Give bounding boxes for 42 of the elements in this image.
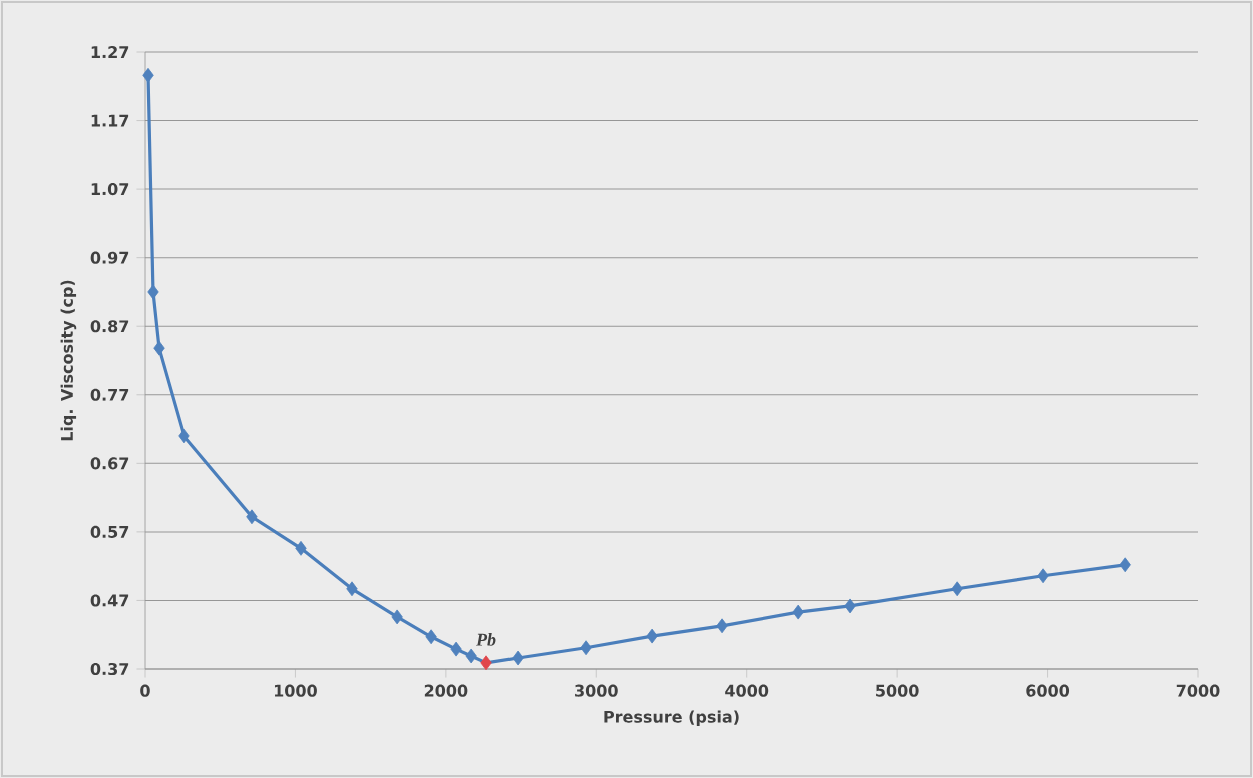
annotation: Pb — [476, 633, 496, 646]
y-tick-label: 1.27 — [91, 46, 129, 58]
point — [178, 428, 190, 444]
point — [1119, 557, 1131, 573]
point — [512, 650, 524, 666]
point — [580, 640, 592, 656]
y-tick-label: 0.67 — [90, 457, 129, 470]
y-tick-label: 0.37 — [90, 662, 129, 676]
point — [646, 628, 658, 644]
y-axis-title: Liq. Viscosity (cp) — [60, 280, 77, 441]
x-tick-label: 1000 — [274, 684, 317, 697]
point — [1037, 568, 1049, 584]
point — [465, 648, 477, 664]
x-tick-label: 5000 — [876, 684, 919, 697]
point — [246, 509, 258, 525]
x-axis-title: Pressure (psia) — [604, 710, 739, 726]
y-tick-label: 1.17 — [91, 114, 129, 127]
point — [142, 67, 154, 83]
x-tick-label: 4000 — [725, 684, 769, 697]
point — [295, 540, 307, 556]
point — [391, 609, 403, 625]
y-tick-label: 1.07 — [91, 183, 129, 196]
y-tick-label: 0.57 — [90, 525, 129, 538]
point — [153, 340, 165, 356]
point — [346, 581, 358, 597]
y-tick-label: 0.97 — [90, 251, 129, 264]
point — [425, 629, 437, 645]
y-tick-label: 0.47 — [90, 594, 129, 607]
y-tick-label: 0.87 — [90, 320, 129, 333]
y-tick-label: 0.77 — [90, 388, 129, 401]
x-tick-label: 3000 — [575, 684, 618, 697]
point — [792, 604, 804, 620]
point — [716, 618, 728, 634]
point — [844, 598, 856, 614]
x-tick-label: 7000 — [1176, 684, 1220, 697]
point — [147, 284, 159, 300]
x-tick-label: 0 — [140, 684, 150, 697]
point — [951, 581, 963, 597]
point — [480, 655, 492, 671]
x-tick-label: 6000 — [1026, 684, 1070, 697]
x-tick-label: 2000 — [424, 684, 468, 697]
point — [450, 641, 462, 657]
